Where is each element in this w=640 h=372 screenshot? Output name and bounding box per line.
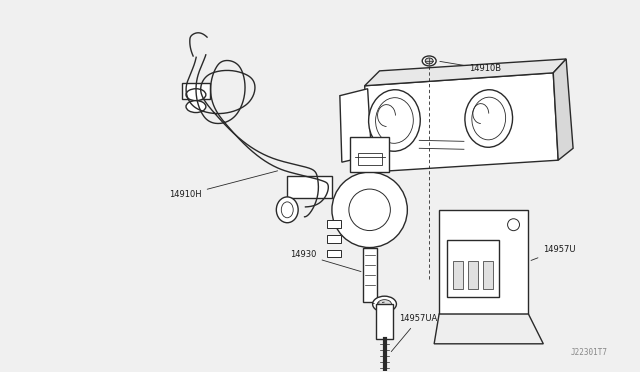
Polygon shape bbox=[340, 89, 372, 162]
Text: 14910H: 14910H bbox=[169, 171, 278, 199]
Bar bbox=[439, 210, 529, 314]
Ellipse shape bbox=[186, 89, 206, 101]
Bar bbox=[363, 247, 376, 302]
Polygon shape bbox=[365, 73, 558, 172]
Ellipse shape bbox=[422, 56, 436, 66]
Circle shape bbox=[508, 219, 520, 231]
Bar bbox=[287, 176, 332, 198]
Bar bbox=[327, 235, 341, 243]
Ellipse shape bbox=[376, 98, 413, 143]
Ellipse shape bbox=[276, 197, 298, 223]
Ellipse shape bbox=[425, 58, 433, 64]
Circle shape bbox=[349, 189, 390, 231]
Bar bbox=[376, 304, 394, 339]
Bar bbox=[327, 220, 341, 228]
Text: J22301T7: J22301T7 bbox=[571, 348, 608, 357]
Ellipse shape bbox=[465, 90, 513, 147]
Bar bbox=[182, 83, 210, 99]
Text: 14957U: 14957U bbox=[531, 245, 576, 260]
Ellipse shape bbox=[369, 90, 420, 151]
Text: 14930: 14930 bbox=[290, 250, 361, 272]
Ellipse shape bbox=[378, 299, 392, 309]
Bar bbox=[327, 250, 341, 257]
Bar bbox=[468, 262, 478, 289]
Text: 14957UA: 14957UA bbox=[391, 314, 438, 352]
Bar bbox=[358, 153, 381, 165]
Circle shape bbox=[332, 172, 407, 247]
Ellipse shape bbox=[372, 296, 396, 312]
Bar bbox=[350, 137, 390, 172]
Polygon shape bbox=[365, 59, 566, 86]
Ellipse shape bbox=[472, 97, 506, 140]
Text: 14910B: 14910B bbox=[440, 61, 501, 73]
Ellipse shape bbox=[282, 202, 293, 218]
Polygon shape bbox=[434, 314, 543, 344]
Polygon shape bbox=[553, 59, 573, 160]
Bar bbox=[453, 262, 463, 289]
Ellipse shape bbox=[186, 101, 206, 113]
Bar bbox=[483, 262, 493, 289]
Bar bbox=[447, 240, 499, 297]
